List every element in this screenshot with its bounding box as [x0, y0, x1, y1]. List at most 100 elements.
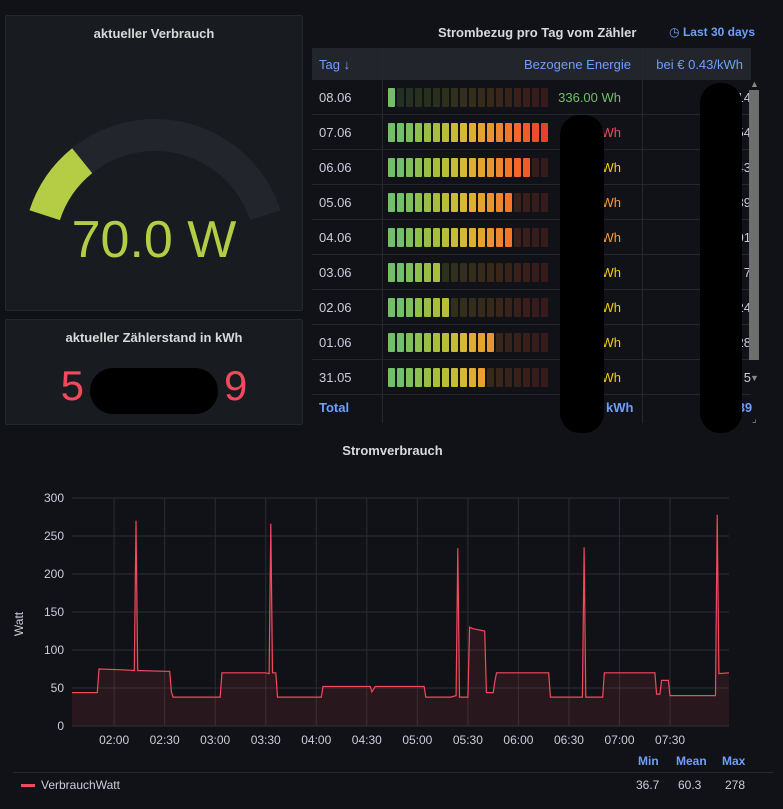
bar-segment — [451, 263, 458, 282]
bar-segment — [496, 193, 503, 212]
bar-segment — [496, 263, 503, 282]
bar-segment — [469, 88, 476, 107]
bar-segment — [532, 263, 539, 282]
bar-segment — [487, 123, 494, 142]
bar-segment — [478, 88, 485, 107]
bar-segment — [451, 158, 458, 177]
bar-segment — [487, 193, 494, 212]
row-day: 08.06 — [319, 90, 352, 105]
resize-handle-icon[interactable]: ⌟ — [752, 414, 757, 425]
bar-segment — [478, 368, 485, 387]
table-row[interactable]: 06.06 Wh 43 — [312, 150, 751, 185]
bar-segment — [397, 228, 404, 247]
bar-segment — [397, 193, 404, 212]
legend-color-swatch — [21, 784, 35, 788]
y-tick-label: 0 — [57, 719, 64, 733]
bar-segment — [469, 193, 476, 212]
bar-segment — [478, 193, 485, 212]
bar-segment — [496, 88, 503, 107]
table-row[interactable]: 31.05 kWh 5 — [312, 360, 751, 395]
bar-segment — [523, 228, 530, 247]
bar-segment — [532, 88, 539, 107]
scroll-down-icon[interactable]: ▼ — [750, 373, 759, 383]
legend-header-min[interactable]: Min — [638, 754, 659, 768]
bar-segment — [532, 333, 539, 352]
bar-segment — [541, 333, 548, 352]
bar-segment — [460, 333, 467, 352]
bar-segment — [442, 368, 449, 387]
bar-segment — [460, 123, 467, 142]
bar-segment — [451, 123, 458, 142]
bar-segment — [424, 263, 431, 282]
bar-segment — [451, 333, 458, 352]
column-divider — [382, 48, 383, 423]
table-row[interactable]: 04.06 kWh 01 — [312, 220, 751, 255]
bar-segment — [469, 158, 476, 177]
time-range-picker[interactable]: ◷ Last 30 days — [669, 25, 755, 39]
x-tick-label: 03:00 — [200, 733, 230, 747]
table-row[interactable]: 01.06 kWh 28 — [312, 325, 751, 360]
column-header-day[interactable]: Tag ↓ — [319, 57, 351, 72]
bar-segment — [415, 298, 422, 317]
gauge-value: 70.0 W — [71, 211, 237, 269]
time-range-label: Last 30 days — [682, 25, 755, 39]
legend-header-max[interactable]: Max — [722, 754, 746, 768]
row-cost: 7 — [743, 265, 751, 280]
bar-segment — [442, 263, 449, 282]
x-tick-label: 07:00 — [604, 733, 634, 747]
bar-segment — [406, 123, 413, 142]
bar-segment — [406, 263, 413, 282]
bar-segment — [424, 123, 431, 142]
legend-header-mean[interactable]: Mean — [676, 754, 707, 768]
y-tick-label: 150 — [44, 605, 64, 619]
bar-segment — [496, 368, 503, 387]
y-tick-label: 50 — [51, 681, 65, 695]
bar-segment — [406, 333, 413, 352]
total-label: Total — [319, 400, 350, 415]
bar-segment — [496, 228, 503, 247]
column-header-cost[interactable]: bei € 0.43/kWh — [656, 57, 743, 72]
bar-segment — [433, 228, 440, 247]
bar-segment — [523, 193, 530, 212]
column-header-energy[interactable]: Bezogene Energie — [524, 57, 631, 72]
bar-segment — [541, 298, 548, 317]
bar-segment — [397, 158, 404, 177]
bar-segment — [406, 88, 413, 107]
bar-segment — [415, 193, 422, 212]
total-energy: kWh — [606, 400, 634, 415]
legend-mean-value: 60.3 — [678, 778, 702, 792]
chart-title: Stromverbrauch — [342, 443, 443, 458]
bar-segment — [397, 123, 404, 142]
bar-segment — [541, 263, 548, 282]
table-row[interactable]: 02.06 kWh 24 — [312, 290, 751, 325]
energy-redaction — [560, 115, 604, 433]
table-scrollbar[interactable]: ▲ ▼ — [747, 79, 761, 385]
legend-item-verbrauchwatt[interactable]: VerbrauchWatt — [21, 778, 120, 792]
table-row[interactable]: 03.06 kWh 7 — [312, 255, 751, 290]
table-row[interactable]: 07.06 Wh 54 — [312, 115, 751, 150]
bar-segment — [397, 298, 404, 317]
row-day: 04.06 — [319, 230, 352, 245]
bar-segment — [523, 88, 530, 107]
scrollbar-thumb[interactable] — [749, 90, 759, 360]
bar-segment — [424, 228, 431, 247]
bar-segment — [514, 263, 521, 282]
bar-segment — [451, 88, 458, 107]
clock-icon: ◷ — [669, 25, 680, 39]
table-row[interactable]: 05.06 Wh 39 — [312, 185, 751, 220]
bar-segment — [514, 193, 521, 212]
bar-segment — [442, 333, 449, 352]
bar-segment — [442, 228, 449, 247]
table-row[interactable]: 08.06 336.00 Wh 14 — [312, 80, 751, 115]
scroll-up-icon[interactable]: ▲ — [750, 79, 759, 89]
bar-segment — [523, 333, 530, 352]
legend-max-value: 278 — [725, 778, 746, 792]
bar-segment — [505, 228, 512, 247]
x-tick-label: 02:00 — [99, 733, 129, 747]
bar-segment — [451, 228, 458, 247]
meter-redaction — [90, 368, 218, 414]
bar-segment — [487, 228, 494, 247]
bar-segment — [406, 298, 413, 317]
